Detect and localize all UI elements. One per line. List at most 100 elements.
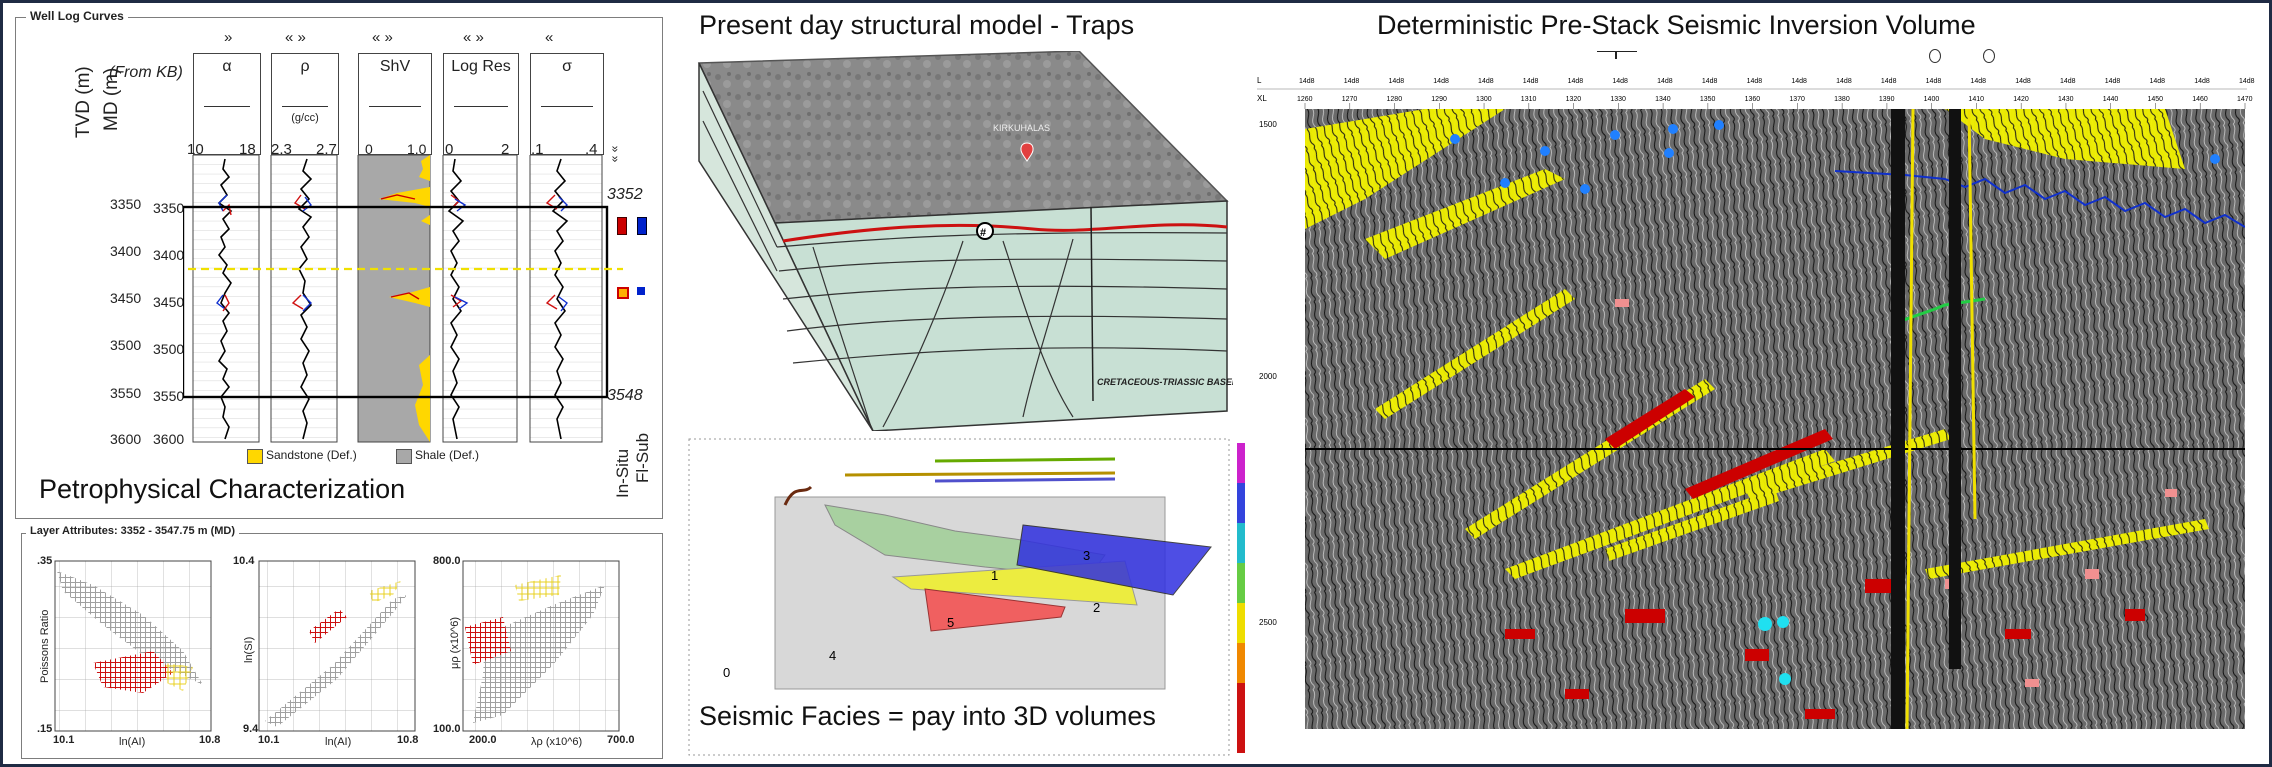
rho-max: 2.7: [316, 141, 337, 158]
crossline-tick-label: 1430: [2058, 96, 2074, 103]
track-unit-rho: (g/cc): [291, 112, 319, 124]
md-depth-3350: 3350: [153, 200, 185, 216]
inline-tick-label: 14d8: [1791, 78, 1807, 85]
block-side-face: [698, 62, 874, 431]
track-header-sigma[interactable]: σ: [530, 53, 604, 155]
track-nav-rho[interactable]: « »: [285, 29, 306, 46]
crossline-tick-label: 1380: [1834, 96, 1850, 103]
petrophysical-label: Petrophysical Characterization: [39, 474, 406, 504]
plot3-ymax: 800.0: [433, 555, 461, 567]
sandstone-legend: Sandstone (Def.): [266, 448, 357, 462]
inline-tick-label: 14d8: [1970, 78, 1986, 85]
plot1-ylabel: Poissons Ratio: [39, 609, 51, 683]
time-tick-label: 2500: [1259, 618, 1277, 627]
alpha-max: 18: [239, 141, 256, 158]
seismic-facies-view: 1 2 3 4 5 0: [688, 438, 1245, 756]
in-situ-label: In-Situ: [613, 448, 632, 498]
marker-bottom-depth: 3548: [607, 387, 643, 404]
plot3-xmin: 200.0: [469, 734, 497, 746]
inline-tick-label: 14d8: [2239, 78, 2255, 85]
track-scale-line: [369, 106, 421, 107]
crossline-tick-label: 1340: [1655, 96, 1671, 103]
trap-marker: [976, 222, 994, 240]
crossline-tick-label: 1300: [1476, 96, 1492, 103]
crossline-tick-label: 1290: [1431, 96, 1447, 103]
track-name-rho: ρ: [300, 58, 310, 75]
track-name-shv: ShV: [379, 58, 411, 75]
crossline-row-label: XL: [1257, 94, 1267, 103]
facies-body-5: [924, 588, 1066, 632]
well-trace: [1090, 206, 1094, 402]
facies-label-3: 3: [1083, 548, 1090, 563]
plot3-ymin: 100.0: [433, 723, 461, 735]
green-segment: [1894, 297, 1986, 325]
crossline-tick-label: 1370: [1789, 96, 1805, 103]
track-nav-shv[interactable]: « »: [372, 29, 393, 46]
track-name-alpha: α: [222, 58, 232, 75]
inline-tick-label: 14d8: [2149, 78, 2165, 85]
basement-label: CRETACEOUS-TRIASSIC BASEMENT: [1097, 377, 1233, 387]
md-depth-3500: 3500: [153, 341, 185, 357]
crossline-tick-label: 1450: [2147, 96, 2163, 103]
track-nav-sigma[interactable]: «: [545, 29, 554, 46]
crossplot-lnsi: [258, 560, 416, 732]
md-depth-3600: 3600: [153, 431, 185, 447]
composite-slide: Well Log Curves (From KB) TVD (m) MD (m)…: [3, 3, 2269, 764]
track-header-logres[interactable]: Log Res: [443, 53, 519, 155]
crossplot-mu-rho: [462, 560, 620, 732]
sigma-max: .4: [585, 141, 598, 158]
inline-tick-label: 14d8: [1702, 78, 1718, 85]
inline-tick-label: 14d8: [2105, 78, 2121, 85]
fl-sub-swatch-lower: [637, 287, 645, 295]
md-depth-3550: 3550: [153, 388, 185, 404]
plot2-ymax: 10.4: [233, 555, 255, 567]
track-header-rho[interactable]: ρ (g/cc): [271, 53, 339, 155]
layer-attributes-title: Layer Attributes: 3352 - 3547.75 m (MD): [26, 525, 239, 537]
tvd-depth-3500: 3500: [110, 337, 142, 353]
expand-arrows[interactable]: » »: [608, 145, 623, 163]
rho-min: 2.3: [271, 141, 292, 158]
inline-tick-label: 14d8: [2015, 78, 2031, 85]
section-top-marker-tick: [1615, 51, 1617, 59]
plot2-xlabel: ln(AI): [325, 736, 352, 748]
block-front-face: [773, 200, 1228, 431]
inline-tick-label: 14d8: [1344, 78, 1360, 85]
inversion-section: [1305, 109, 2245, 729]
block-strata: [702, 90, 1228, 428]
time-tick-label: 2000: [1259, 372, 1277, 381]
track-header-alpha[interactable]: α: [193, 53, 261, 155]
track-header-shv[interactable]: ShV: [358, 53, 432, 155]
crossline-tick-label: 1320: [1566, 96, 1582, 103]
plot3-ylabel: μρ (x10^6): [449, 617, 461, 669]
track-nav-logres[interactable]: « »: [463, 29, 484, 46]
tvd-depth-3350: 3350: [110, 196, 142, 212]
crossline-tick-label: 1260: [1297, 96, 1313, 103]
fl-sub-swatch-upper: [637, 217, 647, 235]
cyan-points: [1758, 616, 1791, 685]
plot2-xmax: 10.8: [397, 734, 419, 746]
sandstone-swatch: [247, 449, 263, 464]
crossline-tick-label: 1410: [1968, 96, 1984, 103]
plot1-ymax: .35: [37, 555, 53, 567]
tvd-depth-3400: 3400: [110, 243, 142, 259]
inline-tick-label: 14d8: [2060, 78, 2076, 85]
crossline-tick-label: 1350: [1700, 96, 1716, 103]
plot2-ymin: 9.4: [243, 723, 259, 735]
track-nav-alpha[interactable]: »: [224, 29, 233, 46]
plot1-xmax: 10.8: [199, 734, 221, 746]
time-tick-label: 1500: [1259, 120, 1277, 129]
tvd-depth-3550: 3550: [110, 385, 142, 401]
well-log-curves-panel: Well Log Curves: [15, 9, 663, 519]
md-depth-3450: 3450: [153, 294, 185, 310]
track-scale-line: [282, 106, 328, 107]
marker-top-depth: 3352: [607, 186, 643, 203]
red-anomalies: [1505, 389, 2145, 719]
fl-sub-label: Fl-Sub: [633, 432, 652, 483]
inline-tick-label: 14d8: [2194, 78, 2210, 85]
md-axis-label: MD (m): [101, 67, 122, 131]
facies-well-line-2: [934, 457, 1116, 463]
well-log-group-title: Well Log Curves: [26, 9, 128, 23]
plot3-xmax: 700.0: [607, 734, 635, 746]
inline-tick-label: 14d8: [1747, 78, 1763, 85]
logres-track: [442, 155, 518, 443]
